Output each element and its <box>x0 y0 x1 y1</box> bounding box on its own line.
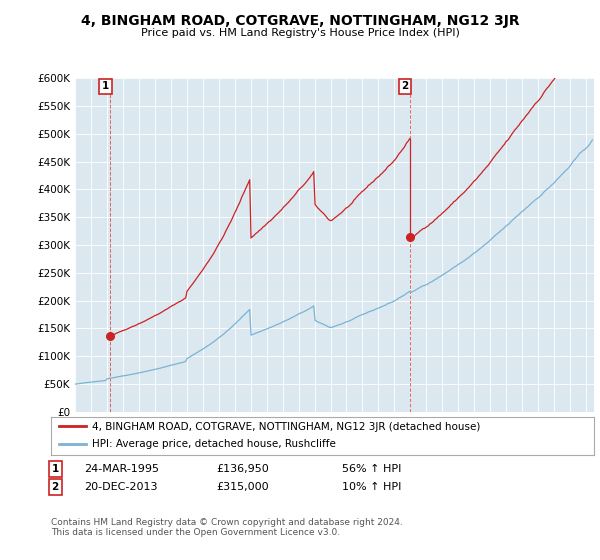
Text: Contains HM Land Registry data © Crown copyright and database right 2024.
This d: Contains HM Land Registry data © Crown c… <box>51 518 403 538</box>
Text: 24-MAR-1995: 24-MAR-1995 <box>84 464 159 474</box>
Text: 1: 1 <box>52 464 59 474</box>
Text: 20-DEC-2013: 20-DEC-2013 <box>84 482 157 492</box>
Text: 56% ↑ HPI: 56% ↑ HPI <box>342 464 401 474</box>
Text: £315,000: £315,000 <box>216 482 269 492</box>
Text: 2: 2 <box>401 81 409 91</box>
Text: HPI: Average price, detached house, Rushcliffe: HPI: Average price, detached house, Rush… <box>92 440 335 450</box>
Text: 1: 1 <box>102 81 109 91</box>
Text: 4, BINGHAM ROAD, COTGRAVE, NOTTINGHAM, NG12 3JR: 4, BINGHAM ROAD, COTGRAVE, NOTTINGHAM, N… <box>80 14 520 28</box>
Text: 10% ↑ HPI: 10% ↑ HPI <box>342 482 401 492</box>
Text: £136,950: £136,950 <box>216 464 269 474</box>
Text: 2: 2 <box>52 482 59 492</box>
Text: Price paid vs. HM Land Registry's House Price Index (HPI): Price paid vs. HM Land Registry's House … <box>140 28 460 38</box>
Text: 4, BINGHAM ROAD, COTGRAVE, NOTTINGHAM, NG12 3JR (detached house): 4, BINGHAM ROAD, COTGRAVE, NOTTINGHAM, N… <box>92 422 480 432</box>
